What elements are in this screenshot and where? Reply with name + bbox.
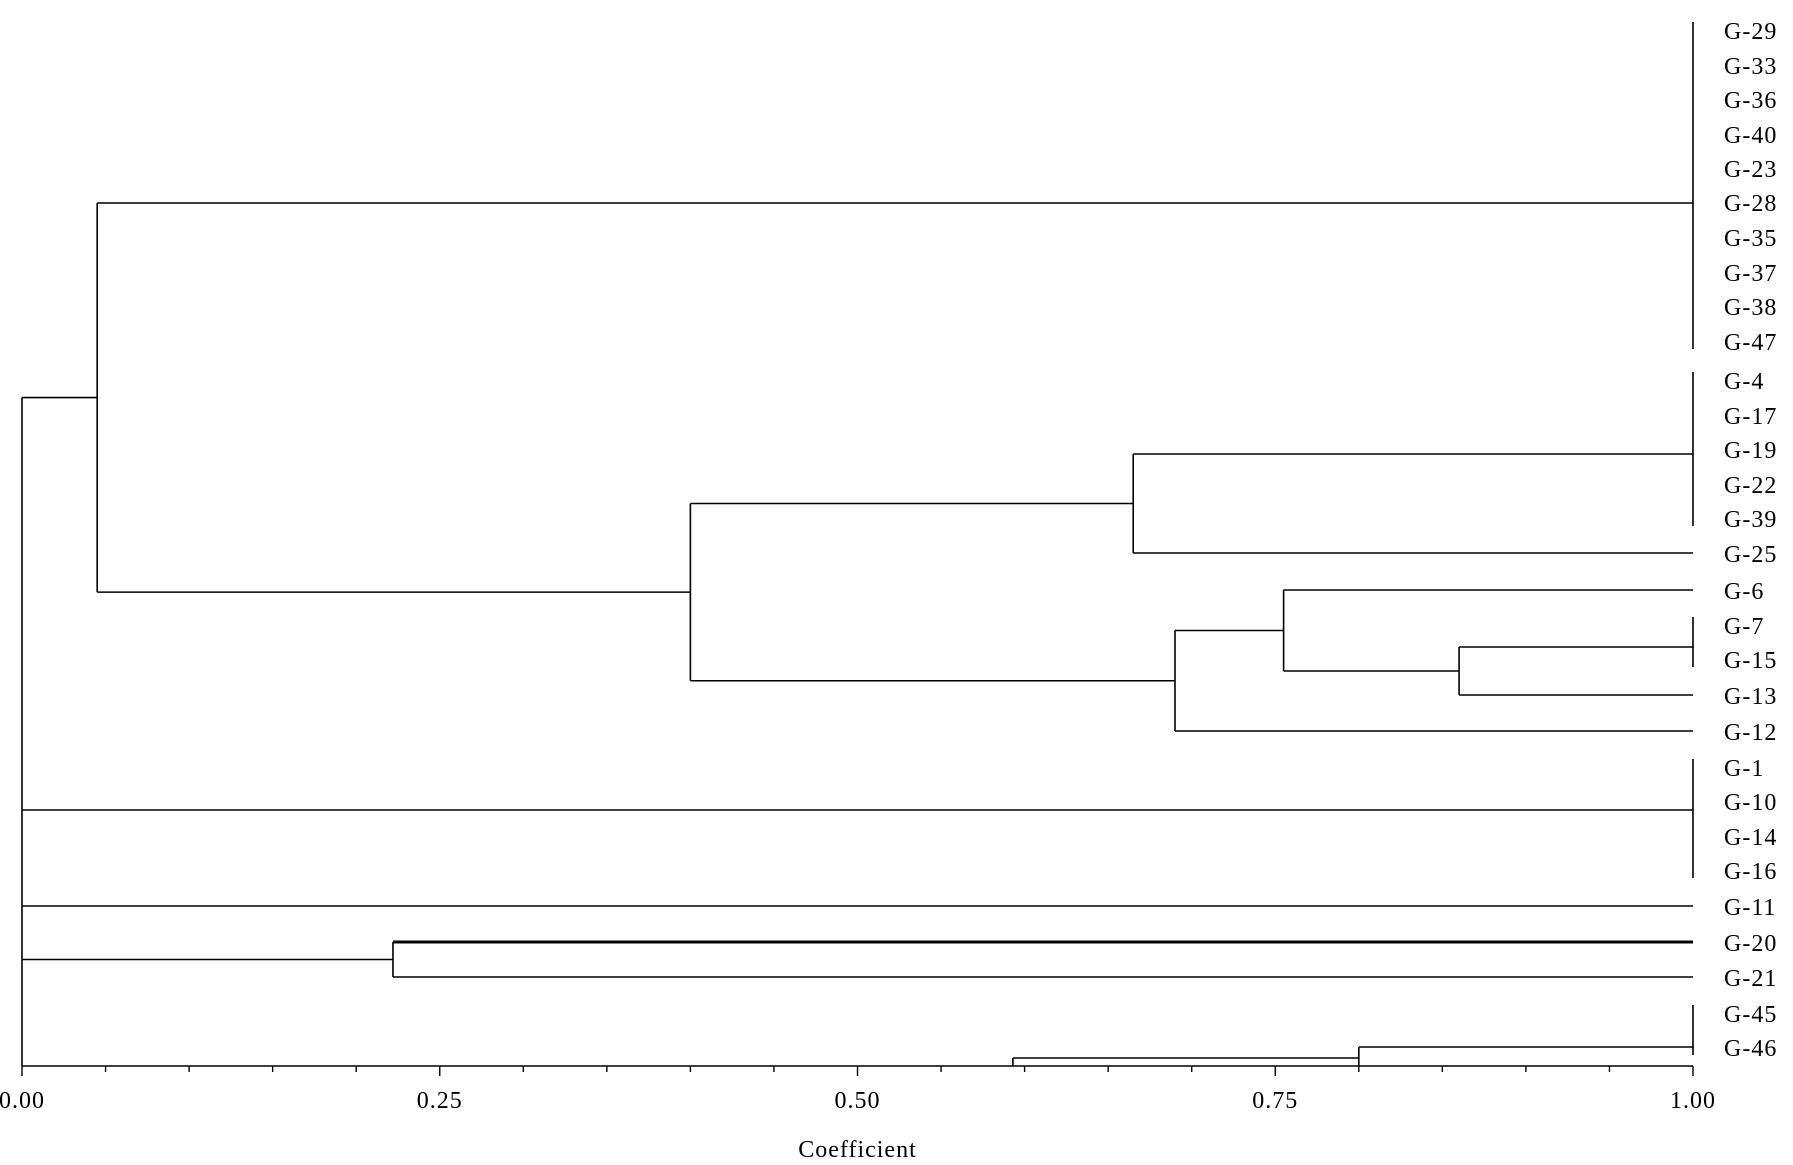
leaf-label: G-16 [1724,859,1777,885]
x-tick-label: 0.50 [835,1088,881,1114]
x-tick-label: 0.75 [1252,1088,1298,1114]
leaf-label: G-45 [1724,1002,1777,1028]
leaf-label: G-6 [1724,579,1764,605]
x-axis-ticks [21,1066,1694,1076]
dendrogram-branches [21,22,1694,1066]
leaf-label: G-37 [1724,261,1777,287]
leaf-label: G-40 [1724,123,1777,149]
leaf-label: G-11 [1724,895,1776,921]
leaf-labels: G-29 G-33 G-36 G-40 G-23 G-28 G-35 G-37 G-38 G-47… [1724,19,1777,1062]
leaf-label: G-20 [1724,931,1777,957]
leaf-label: G-10 [1724,790,1777,816]
leaf-label: G-1 [1724,756,1764,782]
leaf-label: G-29 [1724,19,1777,45]
x-tick-label: 1.00 [1670,1088,1716,1114]
leaf-label: G-17 [1724,404,1777,430]
leaf-label: G-23 [1724,157,1777,183]
leaf-label: G-12 [1724,720,1777,746]
x-tick-label: 0.00 [0,1088,45,1114]
x-tick-label: 0.25 [417,1088,463,1114]
leaf-label: G-39 [1724,507,1777,533]
leaf-label: G-33 [1724,54,1777,80]
x-axis: 0.00 0.25 0.50 0.75 1.00 Coefficient [0,1065,1716,1163]
x-axis-title: Coefficient [798,1137,917,1163]
leaf-label: G-38 [1724,295,1777,321]
leaf-label: G-47 [1724,330,1777,356]
leaf-label: G-28 [1724,191,1777,217]
leaf-label: G-36 [1724,88,1777,114]
x-axis-tick-labels: 0.00 0.25 0.50 0.75 1.00 [0,1088,1716,1114]
leaf-label: G-21 [1724,966,1777,992]
leaf-label: G-46 [1724,1036,1777,1062]
leaf-label: G-19 [1724,438,1777,464]
leaf-label: G-25 [1724,542,1777,568]
leaf-label: G-4 [1724,369,1764,395]
leaf-label: G-13 [1724,684,1777,710]
leaf-label: G-14 [1724,825,1777,851]
leaf-label: G-15 [1724,648,1777,674]
leaf-label: G-35 [1724,226,1777,252]
leaf-label: G-22 [1724,473,1777,499]
leaf-label: G-7 [1724,614,1764,640]
